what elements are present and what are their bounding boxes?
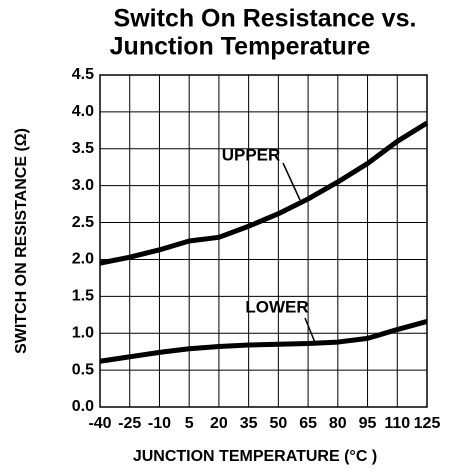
- y-tick-label: 0.0: [72, 398, 94, 415]
- data-line: [99, 319, 428, 364]
- chart-title: Switch On Resistance vs.: [114, 5, 417, 33]
- x-tick-label: 50: [269, 415, 287, 432]
- data-line: [99, 120, 429, 266]
- x-tick-label: 65: [299, 415, 317, 432]
- y-tick-label: 1.5: [72, 288, 94, 305]
- y-tick-label: 3.5: [72, 140, 94, 157]
- y-tick-label: 2.0: [72, 251, 94, 268]
- y-tick-label: 2.5: [72, 214, 94, 231]
- x-tick-label: 125: [414, 415, 441, 432]
- y-tick-label: 3.0: [72, 177, 94, 194]
- series-label: UPPER: [222, 145, 281, 164]
- y-tick-label: 4.5: [72, 66, 94, 83]
- x-tick-label: -25: [118, 415, 141, 432]
- x-tick-label: -40: [88, 415, 111, 432]
- y-tick-label: 4.0: [72, 103, 94, 120]
- chart-title: Junction Temperature: [110, 33, 371, 61]
- series-label: LOWER: [245, 297, 308, 316]
- x-tick-label: 35: [240, 415, 258, 432]
- leader-line: [282, 162, 301, 201]
- plot-frame: [99, 74, 428, 408]
- x-tick-label: 5: [185, 415, 194, 432]
- x-axis-label: JUNCTION TEMPERATURE (°C ): [133, 448, 377, 465]
- x-tick-label: 95: [359, 415, 377, 432]
- leader-line: [304, 317, 317, 346]
- y-tick-label: 1.0: [72, 324, 94, 341]
- x-tick-label: 110: [384, 415, 410, 432]
- x-tick-label: 80: [329, 415, 347, 432]
- y-tick-label: 0.5: [72, 361, 94, 378]
- x-tick-label: -10: [148, 415, 171, 432]
- y-axis-label: SWITCH ON RESISTANCE (Ω): [13, 128, 30, 354]
- x-tick-label: 20: [210, 415, 228, 432]
